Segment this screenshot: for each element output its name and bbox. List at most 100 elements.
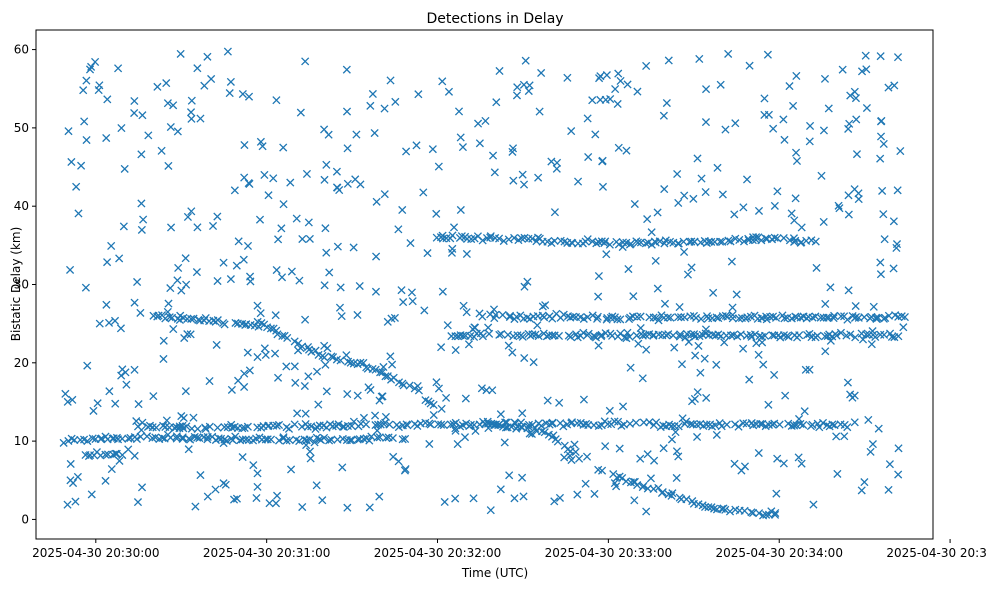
detection-marker [82, 76, 91, 85]
detection-marker [187, 96, 196, 105]
detection-marker [676, 330, 685, 339]
detection-marker [554, 331, 564, 341]
detection-marker [790, 331, 799, 340]
detection-marker [518, 332, 527, 341]
detection-marker [434, 384, 444, 393]
detection-marker [508, 147, 517, 156]
detection-marker [397, 286, 406, 295]
detection-marker [523, 277, 532, 286]
detection-marker [879, 139, 888, 148]
detection-marker [642, 345, 651, 354]
detection-marker [361, 420, 371, 429]
detection-marker [718, 190, 727, 199]
detection-marker [381, 372, 390, 381]
detection-marker [279, 143, 288, 152]
detection-marker [232, 261, 241, 270]
detection-marker [481, 116, 490, 125]
x-tick-label: 2025-04-30 20:32:00 [374, 546, 501, 560]
detection-marker [684, 337, 693, 346]
detection-marker [598, 157, 607, 166]
detection-marker [91, 57, 100, 66]
detection-marker [165, 313, 174, 322]
detection-marker [193, 424, 202, 433]
detection-marker [442, 393, 451, 402]
detection-marker [868, 440, 877, 449]
detection-marker [375, 492, 384, 501]
detection-marker [190, 432, 199, 441]
detection-marker [688, 397, 697, 406]
detection-marker [234, 376, 243, 385]
detection-marker [528, 330, 537, 339]
detection-marker [187, 314, 196, 323]
detection-marker [226, 275, 235, 284]
detection-marker [543, 396, 552, 405]
detection-marker [608, 312, 617, 321]
detection-marker [726, 331, 735, 340]
detection-marker [701, 502, 710, 511]
detection-marker [735, 235, 744, 244]
detection-marker [832, 432, 841, 441]
detection-marker [505, 471, 514, 480]
detection-marker [809, 500, 818, 509]
detection-marker [380, 190, 389, 199]
detection-marker [181, 387, 190, 396]
detection-marker [602, 315, 611, 324]
detection-marker [440, 497, 449, 507]
detection-marker [449, 420, 458, 429]
detection-marker [495, 234, 504, 243]
detection-marker [290, 420, 299, 429]
detection-marker [588, 311, 597, 320]
detection-marker [273, 491, 282, 500]
detection-marker [124, 434, 133, 443]
detection-marker [861, 51, 870, 60]
detection-marker [796, 419, 805, 428]
detection-marker [639, 481, 648, 490]
detection-marker [103, 95, 112, 104]
detection-marker [137, 225, 146, 234]
detection-marker [512, 91, 522, 100]
detection-marker [851, 301, 860, 311]
detection-marker [349, 243, 358, 252]
detection-marker [893, 186, 902, 195]
detection-marker [864, 415, 873, 425]
detection-marker [429, 400, 438, 409]
detection-marker [894, 332, 903, 341]
detection-marker [205, 376, 214, 386]
detection-marker [256, 137, 265, 146]
detection-marker [674, 239, 683, 248]
detection-marker [175, 424, 184, 433]
x-tick-label: 2025-04-30 20:33:00 [545, 546, 672, 560]
detection-marker [889, 264, 898, 273]
detection-marker [714, 314, 723, 323]
detection-marker [428, 145, 437, 154]
detection-marker [660, 185, 669, 194]
detection-marker [386, 352, 395, 361]
detection-marker [776, 333, 785, 342]
detection-marker [110, 316, 120, 325]
detection-marker [314, 400, 323, 409]
detection-marker [213, 423, 222, 432]
detection-marker [535, 107, 544, 116]
detection-marker [513, 83, 522, 92]
detection-marker [244, 179, 253, 188]
detection-marker [213, 212, 222, 221]
detection-marker [256, 309, 265, 318]
detection-marker [519, 492, 528, 501]
detection-marker [662, 331, 671, 340]
detection-marker [355, 281, 364, 291]
detection-marker [527, 429, 536, 438]
detection-marker [687, 237, 696, 246]
detection-marker [633, 481, 642, 490]
detection-marker [730, 459, 739, 468]
detection-marker [636, 454, 645, 463]
detection-marker [192, 268, 201, 277]
detection-marker [764, 400, 773, 409]
detection-marker [312, 433, 321, 442]
detection-marker [451, 424, 460, 433]
detection-marker [447, 248, 456, 257]
detection-marker [517, 234, 526, 243]
detection-marker [510, 494, 519, 503]
detection-marker [583, 114, 592, 123]
detection-marker [293, 409, 302, 418]
detection-marker [851, 313, 861, 322]
